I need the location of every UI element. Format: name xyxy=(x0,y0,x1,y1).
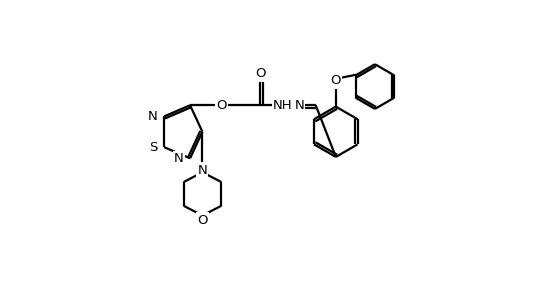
Text: O: O xyxy=(330,74,341,87)
Text: NH: NH xyxy=(273,99,293,112)
Text: O: O xyxy=(197,213,208,226)
Text: O: O xyxy=(255,67,265,80)
Text: N: N xyxy=(198,164,207,177)
Text: N: N xyxy=(295,99,305,112)
Text: O: O xyxy=(216,99,227,112)
Text: N: N xyxy=(148,110,158,123)
Text: S: S xyxy=(150,141,158,154)
Text: N: N xyxy=(174,152,184,165)
